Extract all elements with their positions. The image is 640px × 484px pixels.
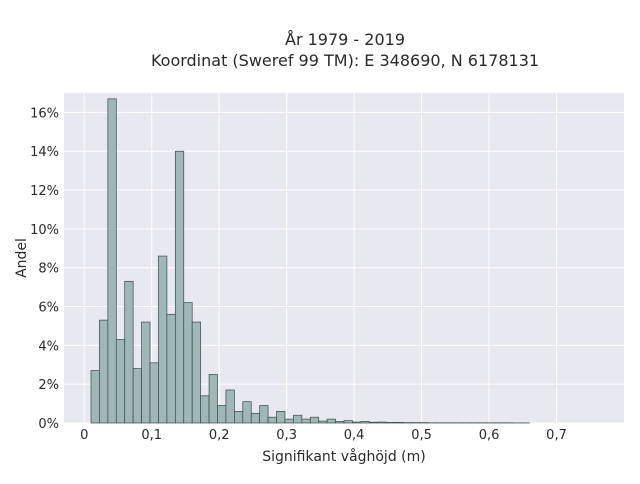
histogram-bar-29 xyxy=(336,421,344,423)
histogram-bar-19 xyxy=(251,413,259,423)
histogram-bar-23 xyxy=(285,419,293,423)
histogram-bar-17 xyxy=(234,411,242,423)
histogram-bar-34 xyxy=(378,422,386,423)
histogram-bar-13 xyxy=(201,396,209,423)
histogram-bar-15 xyxy=(217,406,225,423)
x-tick-label-6: 0,6 xyxy=(479,428,500,443)
histogram-bar-26 xyxy=(310,417,318,423)
histogram-bar-35 xyxy=(386,422,394,423)
histogram-bar-16 xyxy=(226,390,234,423)
x-tick-label-0: 0 xyxy=(80,428,88,443)
histogram-bar-18 xyxy=(243,402,251,423)
y-tick-label-5: 10% xyxy=(30,223,59,238)
histogram-bar-32 xyxy=(361,421,369,423)
histogram-bar-3 xyxy=(116,340,124,423)
y-axis-label: Andel xyxy=(14,238,30,278)
x-tick-label-2: 0,2 xyxy=(209,428,230,443)
y-tick-label-3: 6% xyxy=(38,301,59,316)
x-tick-label-7: 0,7 xyxy=(546,428,567,443)
histogram-bar-33 xyxy=(369,422,377,423)
histogram-bar-25 xyxy=(302,419,310,423)
x-axis-label: Signifikant våghöjd (m) xyxy=(262,448,425,465)
y-tick-label-2: 4% xyxy=(38,339,59,354)
histogram-bar-22 xyxy=(277,411,285,423)
x-tick-label-5: 0,5 xyxy=(411,428,432,443)
y-tick-labels: 0% 2% 4% 6% 8% 10% 12% 14% 16% xyxy=(30,106,59,432)
histogram-bar-5 xyxy=(133,369,141,423)
histogram-bar-1 xyxy=(99,320,107,423)
y-tick-label-7: 14% xyxy=(30,145,59,160)
histogram-bar-10 xyxy=(175,151,183,423)
histogram-bar-4 xyxy=(125,281,133,423)
histogram-bar-6 xyxy=(142,322,150,423)
histogram-bar-11 xyxy=(184,303,192,423)
histogram-bar-24 xyxy=(293,415,301,423)
histogram-bar-21 xyxy=(268,417,276,423)
y-tick-label-6: 12% xyxy=(30,184,59,199)
histogram-bar-14 xyxy=(209,374,217,423)
x-tick-label-3: 0,3 xyxy=(276,428,297,443)
histogram-bar-36 xyxy=(395,422,403,423)
histogram-bar-31 xyxy=(352,422,360,423)
histogram-bar-0 xyxy=(91,371,99,423)
histogram-bar-7 xyxy=(150,363,158,423)
histogram-bar-12 xyxy=(192,322,200,423)
chart-title-line-2: Koordinat (Sweref 99 TM): E 348690, N 61… xyxy=(151,51,539,70)
x-tick-label-1: 0,1 xyxy=(141,428,162,443)
histogram-bar-30 xyxy=(344,421,352,423)
y-tick-label-4: 8% xyxy=(38,262,59,277)
histogram-bar-27 xyxy=(319,421,327,423)
histogram-bar-8 xyxy=(158,256,166,423)
x-tick-label-4: 0,4 xyxy=(344,428,365,443)
histogram-bar-20 xyxy=(260,406,268,423)
histogram-bar-2 xyxy=(108,99,116,423)
chart-title-line-1: År 1979 - 2019 xyxy=(285,30,405,49)
y-tick-label-0: 0% xyxy=(38,417,59,432)
histogram-bar-9 xyxy=(167,314,175,423)
histogram-bar-28 xyxy=(327,419,335,423)
x-tick-labels: 0 0,1 0,2 0,3 0,4 0,5 0,6 0,7 xyxy=(80,428,567,443)
y-tick-label-8: 16% xyxy=(30,106,59,121)
y-tick-label-1: 2% xyxy=(38,378,59,393)
